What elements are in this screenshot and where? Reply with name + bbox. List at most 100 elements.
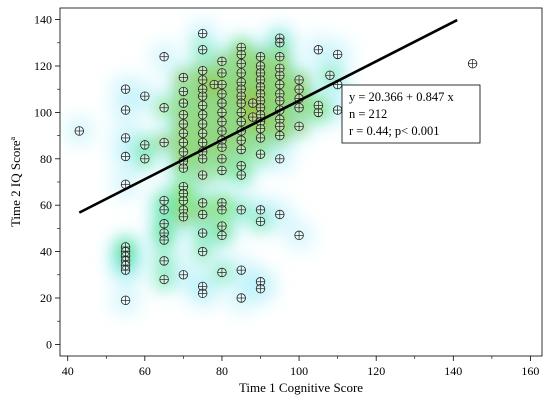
data-point bbox=[275, 121, 285, 132]
data-point bbox=[294, 230, 304, 241]
data-point bbox=[120, 265, 131, 275]
data-point bbox=[159, 195, 169, 206]
density-outer bbox=[64, 18, 353, 316]
data-point bbox=[120, 151, 131, 162]
y-tick-label: 0 bbox=[46, 337, 52, 351]
data-point bbox=[178, 98, 189, 108]
data-point bbox=[159, 274, 169, 285]
data-point bbox=[178, 195, 189, 206]
annotation-equation: y = 20.366 + 0.847 x bbox=[349, 90, 454, 104]
data-point bbox=[294, 121, 304, 132]
data-point bbox=[159, 52, 169, 62]
data-point bbox=[294, 75, 304, 85]
data-point bbox=[332, 49, 343, 60]
data-point bbox=[275, 70, 285, 80]
x-axis-ticks: 40 60 80 100 120 140 160 bbox=[62, 356, 539, 378]
data-point bbox=[217, 230, 227, 241]
x-tick-label: 160 bbox=[521, 364, 539, 378]
data-point bbox=[248, 112, 258, 122]
data-point bbox=[236, 98, 246, 108]
data-point bbox=[236, 265, 246, 275]
y-tick-label: 120 bbox=[34, 59, 52, 73]
y-tick-label: 100 bbox=[34, 105, 52, 119]
data-point bbox=[236, 144, 246, 155]
y-tick-label: 20 bbox=[40, 291, 52, 305]
data-point bbox=[159, 235, 169, 245]
data-point bbox=[255, 216, 266, 227]
data-point bbox=[120, 105, 131, 115]
data-point bbox=[159, 205, 169, 215]
data-point bbox=[178, 86, 189, 97]
data-point bbox=[197, 288, 208, 299]
data-point bbox=[178, 270, 189, 280]
data-point bbox=[255, 133, 266, 143]
data-point bbox=[217, 116, 227, 127]
data-point bbox=[467, 58, 478, 69]
data-point bbox=[217, 56, 227, 67]
y-tick-label: 40 bbox=[40, 245, 52, 259]
data-point bbox=[217, 89, 227, 99]
annotation-n: n = 212 bbox=[349, 107, 387, 121]
data-point bbox=[197, 170, 208, 180]
data-point bbox=[217, 267, 227, 278]
data-point bbox=[197, 45, 208, 55]
data-point bbox=[275, 63, 285, 74]
data-point bbox=[178, 72, 189, 83]
data-point bbox=[236, 68, 246, 78]
data-point bbox=[209, 79, 219, 90]
y-axis-ticks: 0 20 40 60 80 100 120 140 bbox=[34, 13, 60, 351]
data-point bbox=[313, 45, 324, 55]
data-points bbox=[74, 28, 478, 306]
data-point bbox=[236, 293, 246, 303]
regression-line bbox=[78, 18, 458, 214]
data-point bbox=[120, 133, 131, 143]
y-tick-label: 140 bbox=[34, 13, 52, 27]
data-point bbox=[178, 137, 189, 148]
data-point bbox=[197, 119, 208, 129]
x-tick-label: 100 bbox=[290, 364, 308, 378]
data-point bbox=[197, 100, 208, 111]
data-point bbox=[178, 128, 189, 138]
data-point bbox=[197, 198, 208, 208]
data-point bbox=[275, 96, 285, 106]
x-tick-label: 80 bbox=[216, 364, 228, 378]
data-point bbox=[275, 52, 285, 62]
data-point bbox=[217, 126, 227, 136]
regression-annotation: y = 20.366 + 0.847 x n = 212 r = 0.44; p… bbox=[341, 84, 481, 144]
data-point bbox=[236, 170, 246, 180]
data-point bbox=[236, 161, 246, 171]
data-point bbox=[275, 130, 285, 141]
data-point bbox=[197, 28, 208, 39]
data-point bbox=[197, 65, 208, 76]
y-axis-title-superscript: a bbox=[8, 137, 17, 141]
data-point bbox=[178, 212, 189, 222]
data-point bbox=[178, 147, 189, 157]
data-point bbox=[236, 116, 246, 127]
data-point bbox=[140, 140, 150, 150]
data-point bbox=[217, 142, 227, 152]
data-point bbox=[197, 281, 208, 292]
data-point bbox=[197, 228, 208, 238]
data-point bbox=[159, 219, 169, 229]
data-point bbox=[255, 123, 266, 134]
data-point bbox=[236, 58, 246, 69]
data-point bbox=[197, 246, 208, 257]
x-axis-title: Time 1 Cognitive Score bbox=[239, 380, 363, 395]
data-point bbox=[275, 154, 285, 164]
data-point bbox=[275, 38, 285, 48]
data-point bbox=[255, 82, 266, 92]
density-heatmap bbox=[64, 18, 353, 316]
data-point bbox=[217, 154, 227, 164]
data-point bbox=[255, 96, 266, 106]
data-point bbox=[217, 107, 227, 118]
data-point bbox=[255, 205, 266, 215]
x-tick-label: 120 bbox=[367, 364, 385, 378]
data-point bbox=[197, 137, 208, 148]
y-axis-title-group: Time 2 IQ Scorea bbox=[8, 137, 23, 228]
data-point bbox=[197, 91, 208, 101]
data-point bbox=[140, 154, 150, 164]
data-point bbox=[178, 119, 189, 129]
data-point bbox=[236, 205, 246, 215]
data-point bbox=[294, 84, 304, 94]
